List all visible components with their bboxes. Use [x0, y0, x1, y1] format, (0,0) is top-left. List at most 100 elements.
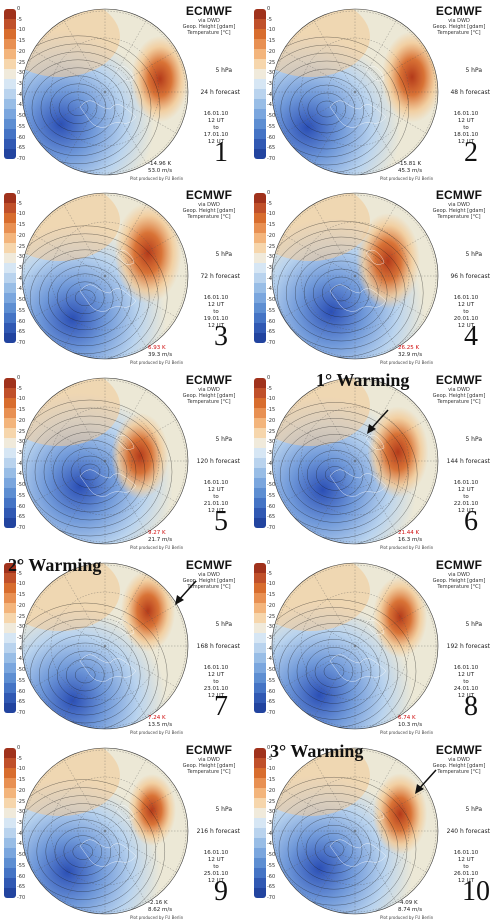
init-time: 12 UT [207, 672, 225, 678]
height-contour [303, 260, 379, 326]
pressure-level: 5 hPa [465, 436, 482, 443]
colorbar-tick-label: -20 [17, 787, 26, 794]
colorbar-labels: 0 -5 -10 -15 -20 -25 -30 -35 -40 -45 -50 -55 -60 -65 -… [267, 376, 285, 531]
init-date: 16.01.10 [453, 295, 479, 301]
colorbar-tick-label: -30 [17, 624, 26, 631]
height-contour [272, 60, 382, 158]
source-label: via DWD [198, 757, 220, 763]
forecast-lead: 48 h forecast [450, 89, 490, 96]
colorbar-tick-label: -20 [17, 417, 26, 424]
height-contour [289, 76, 364, 142]
height-contour [43, 431, 137, 513]
colorbar-tick-label: -35 [17, 635, 26, 641]
max-wind-value: 39.3 m/s [148, 352, 173, 358]
max-wind-value: 45.3 m/s [398, 168, 423, 174]
colorbar-tick-label: -35 [267, 81, 276, 87]
meridian-line [104, 419, 177, 462]
meridian-line [354, 830, 397, 903]
height-contour [278, 623, 390, 720]
colorbar-tick-label: -35 [17, 450, 26, 456]
date-separator: to [213, 864, 219, 870]
forecast-panel-4: 0 -5 -10 -15 -20 -25 -30 -35 -40 -45 -50 -55 -60 -65 -… [252, 185, 500, 368]
colorbar-tick-label: -45 [17, 102, 26, 109]
height-contour [272, 607, 408, 729]
colorbar-tick-label: -20 [267, 48, 276, 55]
height-label: Geop. Height [gdam] [432, 208, 486, 214]
temperature-colorbar [4, 748, 16, 898]
colorbar-tick-label: -25 [267, 613, 276, 620]
height-contour [79, 463, 101, 481]
meridian-line [354, 830, 427, 873]
meridian-line [354, 604, 427, 647]
height-contour [38, 257, 132, 339]
height-contour [74, 666, 96, 684]
forecast-dates: 16.01.10 12 UT to 21.01.10 12 UT [198, 480, 234, 515]
colorbar-tick-label: -50 [267, 667, 276, 674]
coastline [329, 249, 387, 312]
colorbar-tick-label: -10 [267, 766, 276, 773]
polar-stereographic-map [21, 192, 189, 360]
colorbar-tick-label: -5 [267, 200, 272, 207]
colorbar-tick-label: -45 [267, 102, 276, 109]
warm-anomaly [381, 31, 438, 123]
temperature-colorbar [254, 748, 266, 898]
forecast-lead: 120 h forecast [196, 458, 240, 465]
model-title: ECMWF [185, 373, 233, 387]
meridian-line [33, 234, 106, 277]
colorbar-tick-label: -25 [267, 798, 276, 805]
map-rim [271, 192, 439, 360]
colorbar-tick-label: -10 [267, 27, 276, 34]
colorbar-tick-label: -70 [267, 156, 276, 162]
pressure-level: 5 hPa [215, 251, 232, 258]
warm-anomaly [114, 202, 182, 304]
meridian-line [354, 419, 427, 462]
colorbar-tick-label: -60 [267, 503, 276, 510]
panel-number: 3 [214, 321, 228, 352]
meridian-line [63, 389, 106, 462]
valid-time: 12 UT [457, 508, 475, 514]
colorbar-tick-label: -35 [267, 450, 276, 456]
height-contour [22, 399, 173, 544]
colorbar-tick-label: -45 [267, 286, 276, 293]
temperature-label: Temperature [°C] [187, 30, 231, 36]
colorbar-tick-label: -50 [17, 297, 26, 304]
colorbar-tick-label: 0 [17, 375, 21, 381]
colorbar-tick-label: -15 [267, 777, 276, 784]
colorbar-tick-label: -55 [17, 492, 26, 499]
meridian-line [104, 20, 147, 93]
meridian-line [104, 460, 177, 503]
meridian-line [283, 645, 356, 688]
height-contour [47, 265, 123, 331]
colorbar-tick-label: -5 [17, 755, 22, 762]
model-title: ECMWF [435, 188, 483, 202]
valid-date: 23.01.10 [203, 686, 229, 692]
meridian-line [354, 460, 397, 533]
height-contour [272, 220, 424, 359]
height-label: Geop. Height [gdam] [182, 763, 236, 769]
temperature-colorbar [254, 193, 266, 343]
meridian-line [313, 759, 356, 832]
colorbar-tick-label: -5 [267, 16, 272, 23]
forecast-lead: 144 h forecast [446, 458, 490, 465]
meridian-line [283, 460, 356, 503]
max-temperature-box: 7.24 K 13.5 m/s [148, 715, 192, 729]
meridian-line [313, 830, 356, 903]
temperature-label: Temperature [°C] [437, 769, 481, 775]
panel-number: 8 [464, 691, 478, 722]
forecast-lead: 72 h forecast [200, 273, 240, 280]
valid-time: 12 UT [207, 139, 225, 145]
height-contour [296, 639, 372, 704]
coastline [329, 434, 387, 497]
colorbar-tick-label: -25 [267, 59, 276, 66]
height-contour [47, 642, 123, 708]
meridian-line [354, 91, 427, 134]
height-contour [314, 655, 354, 688]
colorbar-tick-label: -10 [17, 581, 26, 588]
warming-annotation: 1° Warming [316, 370, 410, 390]
height-contour [22, 51, 143, 165]
arrow-icon [367, 409, 389, 434]
colorbar-tick-label: -40 [17, 830, 26, 837]
colorbar-tick-label: -60 [267, 688, 276, 695]
meridian-line [33, 275, 106, 318]
panel-number: 5 [214, 506, 228, 537]
